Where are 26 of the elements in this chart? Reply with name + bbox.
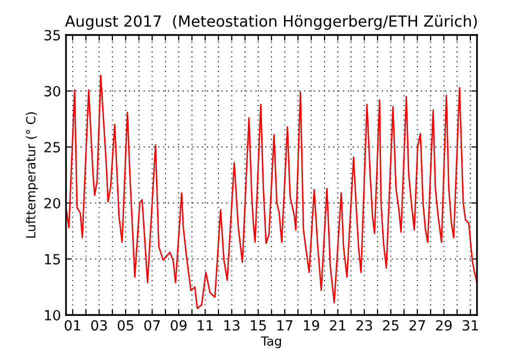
x-tick-label: 29: [436, 320, 452, 331]
x-tick-label: 11: [198, 320, 213, 330]
x-tick-label: 03: [91, 320, 107, 331]
x-tick-label: 27: [410, 320, 425, 330]
x-tick-label: 05: [118, 320, 134, 331]
y-tick-label: 15: [44, 254, 60, 264]
x-tick-label: 15: [250, 320, 266, 331]
x-tick-label: 25: [383, 320, 398, 331]
x-tick-label: 07: [144, 320, 160, 331]
x-tick-label: 01: [64, 320, 80, 331]
x-tick-label: 21: [330, 320, 346, 330]
y-tick-label: 10: [44, 310, 60, 320]
x-tick-label: 31: [462, 320, 478, 331]
y-tick-label: 20: [44, 198, 60, 208]
y-tick-label: 30: [44, 86, 60, 96]
y-tick-label: 35: [44, 30, 60, 40]
y-tick-label: 25: [44, 142, 60, 152]
chart-title: August 2017 (Meteostation Hönggerberg/ETH Zürich): [65, 15, 477, 30]
x-tick-label: 17: [277, 320, 292, 330]
y-axis-title: Lufttemperatur (° C): [26, 112, 38, 238]
x-tick-label: 13: [224, 320, 240, 331]
line-series: [66, 74, 477, 309]
x-tick-label: 09: [170, 320, 187, 331]
x-axis-title: Tag: [260, 336, 281, 348]
x-tick-label: 23: [356, 320, 372, 331]
x-tick-label: 19: [304, 320, 320, 331]
